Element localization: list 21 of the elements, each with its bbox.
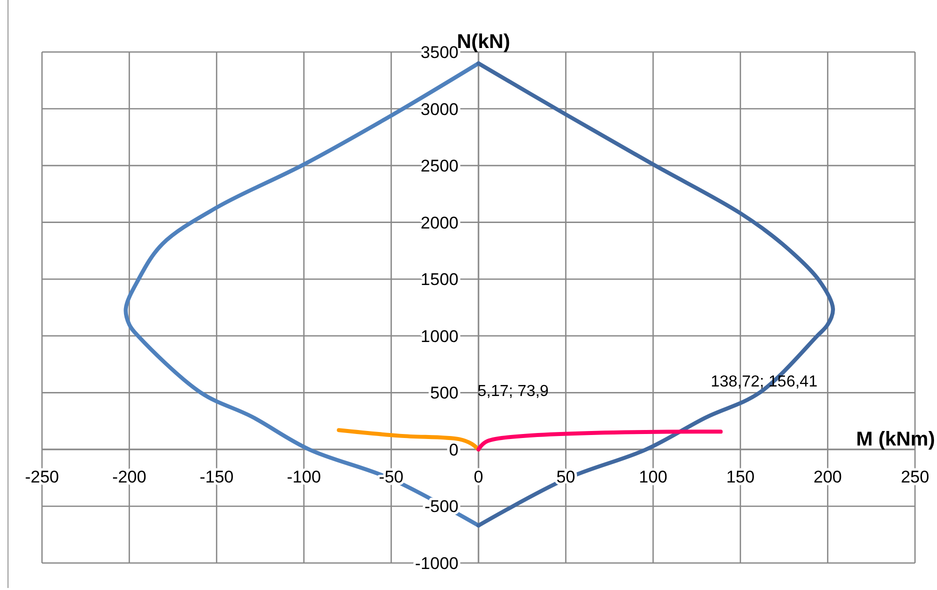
y-tick-label: 3500 bbox=[420, 43, 458, 62]
x-tick-label: 0 bbox=[474, 467, 484, 486]
x-tick-label: -200 bbox=[112, 467, 146, 486]
y-tick-label: 3000 bbox=[420, 100, 458, 119]
y-tick-label: 1500 bbox=[420, 270, 458, 290]
y-tick-label: 1000 bbox=[420, 326, 458, 346]
x-tick-label: 200 bbox=[814, 467, 842, 486]
y-tick-label: 0 bbox=[449, 440, 458, 460]
x-tick-label: -250 bbox=[24, 467, 60, 486]
annotation: 5,17; 73,9 bbox=[478, 383, 549, 400]
x-tick-label: -150 bbox=[200, 467, 234, 486]
x-tick-label: 100 bbox=[638, 467, 668, 486]
y-tick-label: 500 bbox=[430, 384, 458, 403]
y-tick-label: 2000 bbox=[420, 213, 458, 232]
y-tick-label: 2500 bbox=[420, 156, 458, 176]
x-axis-title: M (kNm) bbox=[856, 428, 935, 450]
x-tick-label: 150 bbox=[726, 467, 755, 486]
x-tick-label: 250 bbox=[900, 467, 930, 486]
y-tick-label: -1000 bbox=[415, 554, 458, 573]
y-axis-title: N(kN) bbox=[456, 31, 510, 53]
x-tick-label: -100 bbox=[286, 467, 321, 486]
